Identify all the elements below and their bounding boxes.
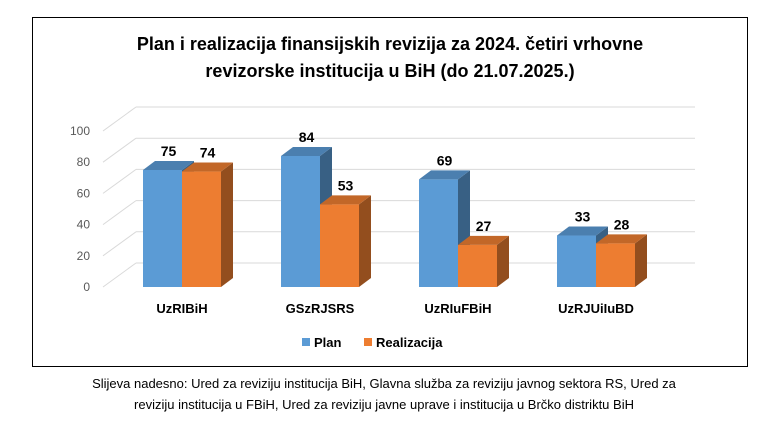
- gridline-side-2: [102, 200, 137, 226]
- data-label-plan-3: 33: [575, 209, 591, 225]
- data-label-realizacija-2: 27: [476, 218, 492, 234]
- caption-line-1: Slijeva nadesno: Ured za reviziju instit…: [92, 376, 676, 391]
- gridline-side-1: [102, 231, 137, 257]
- gridline-side-0: [102, 262, 137, 288]
- data-label-realizacija-1: 53: [338, 177, 354, 193]
- y-tick-label-1: 20: [77, 249, 91, 263]
- y-tick-label-3: 60: [77, 186, 91, 200]
- gridline-side-5: [102, 106, 137, 132]
- data-label-realizacija-0: 74: [200, 145, 216, 161]
- y-tick-label-2: 40: [77, 218, 91, 232]
- bar-plan-3: [557, 235, 596, 287]
- legend-swatch-plan: [302, 338, 310, 346]
- bar-top-plan-0: [143, 161, 194, 170]
- x-tick-label-0: UzRIBiH: [156, 301, 207, 316]
- x-tick-label-1: GSzRJSRS: [286, 301, 355, 316]
- bar-side-realizacija-0: [221, 162, 233, 287]
- data-label-plan-0: 75: [161, 143, 177, 159]
- legend-label-realizacija: Realizacija: [376, 335, 443, 350]
- bar-plan-1: [281, 155, 320, 287]
- bar-realizacija-0: [182, 171, 221, 287]
- bar-top-realizacija-3: [596, 234, 647, 244]
- legend-label-plan: Plan: [314, 335, 342, 350]
- bar-top-realizacija-2: [458, 235, 509, 245]
- chart-title-line-1: Plan i realizacija finansijskih revizija…: [136, 34, 644, 54]
- figure-caption: Slijeva nadesno: Ured za reviziju instit…: [0, 373, 768, 415]
- gridline-side-4: [102, 137, 137, 163]
- y-tick-label-5: 100: [70, 124, 90, 138]
- bar-side-realizacija-1: [359, 195, 371, 287]
- bar-realizacija-1: [320, 204, 359, 287]
- bar-top-plan-1: [281, 146, 332, 156]
- gridline-side-3: [102, 168, 137, 194]
- data-label-plan-2: 69: [437, 152, 453, 168]
- bar-side-realizacija-2: [497, 235, 509, 287]
- bar-top-plan-3: [557, 226, 608, 236]
- y-tick-label-0: 0: [83, 280, 90, 294]
- bar-plan-0: [143, 170, 182, 287]
- bar-top-realizacija-1: [320, 195, 371, 205]
- bar-realizacija-3: [596, 243, 635, 287]
- x-tick-label-3: UzRJUiIuBD: [558, 301, 634, 316]
- data-label-plan-1: 84: [299, 129, 315, 145]
- x-tick-label-2: UzRIuFBiH: [424, 301, 491, 316]
- bar-realizacija-2: [458, 244, 497, 287]
- bar-plan-2: [419, 179, 458, 287]
- legend-swatch-realizacija: [364, 338, 372, 346]
- y-tick-label-4: 80: [77, 155, 91, 169]
- chart-title: Plan i realizacija finansijskih revizija…: [32, 31, 748, 85]
- bar-top-plan-2: [419, 170, 470, 180]
- bar-top-realizacija-0: [182, 162, 233, 172]
- data-label-realizacija-3: 28: [614, 216, 630, 232]
- chart-title-line-2: revizorske institucija u BiH (do 21.07.2…: [205, 61, 575, 81]
- caption-line-2: reviziju institucija u FBiH, Ured za rev…: [134, 397, 634, 412]
- bar-side-realizacija-3: [635, 234, 647, 287]
